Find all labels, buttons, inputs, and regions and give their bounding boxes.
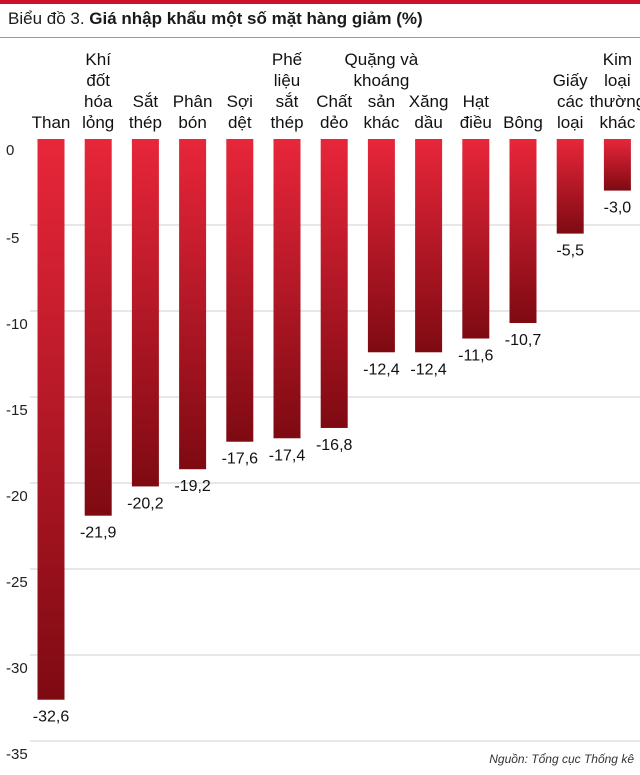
bar bbox=[179, 139, 207, 470]
category-label: dẻo bbox=[320, 113, 348, 132]
category-label: loại bbox=[557, 113, 583, 132]
y-tick-label: 0 bbox=[6, 142, 14, 159]
category-label: Sợi bbox=[227, 92, 253, 111]
category-label: Than bbox=[32, 113, 71, 132]
y-tick-label: -5 bbox=[6, 230, 19, 247]
bar bbox=[37, 139, 65, 700]
y-tick-label: -20 bbox=[6, 488, 28, 505]
top-accent-bar bbox=[0, 0, 640, 4]
title-divider bbox=[0, 37, 640, 38]
data-label: -17,4 bbox=[269, 447, 306, 464]
category-label: dầu bbox=[414, 113, 442, 132]
category-label: Chất bbox=[316, 92, 352, 111]
category-label: các bbox=[557, 92, 584, 111]
category-label: thép bbox=[129, 113, 162, 132]
data-label: -12,4 bbox=[410, 361, 447, 378]
bar bbox=[367, 139, 395, 353]
data-label: -12,4 bbox=[363, 361, 400, 378]
data-label: -32,6 bbox=[33, 709, 70, 726]
bar bbox=[131, 139, 159, 487]
category-label: Quặng và bbox=[345, 50, 419, 69]
bar bbox=[462, 139, 490, 339]
bar bbox=[603, 139, 631, 191]
data-label: -19,2 bbox=[174, 478, 211, 495]
bar bbox=[415, 139, 443, 353]
category-label: thường bbox=[590, 92, 640, 111]
bar bbox=[226, 139, 254, 442]
category-label: điều bbox=[460, 113, 492, 132]
data-label: -21,9 bbox=[80, 525, 117, 542]
y-tick-label: -25 bbox=[6, 574, 28, 591]
y-tick-label: -15 bbox=[6, 402, 28, 419]
category-label: Giấy bbox=[553, 71, 588, 90]
category-label: khác bbox=[363, 113, 399, 132]
category-label: Bông bbox=[503, 113, 543, 132]
bar bbox=[320, 139, 348, 428]
category-label: hóa bbox=[84, 92, 113, 111]
data-label: -16,8 bbox=[316, 437, 353, 454]
data-label: -17,6 bbox=[222, 451, 259, 468]
bar bbox=[556, 139, 584, 234]
category-label: Phế bbox=[272, 50, 303, 69]
category-label: Kim bbox=[603, 50, 632, 69]
category-label: sắt bbox=[276, 92, 299, 111]
category-label: đốt bbox=[86, 71, 110, 90]
category-label: khác bbox=[599, 113, 635, 132]
category-label: Khí bbox=[85, 50, 111, 69]
chart-title: Biểu đồ 3. Giá nhập khẩu một số mặt hàng… bbox=[8, 9, 423, 29]
category-label: Xăng bbox=[409, 92, 449, 111]
category-label: sản bbox=[368, 92, 395, 111]
bar bbox=[84, 139, 112, 516]
y-tick-label: -35 bbox=[6, 746, 28, 763]
category-label: loại bbox=[604, 71, 630, 90]
category-label: thép bbox=[270, 113, 303, 132]
y-tick-label: -30 bbox=[6, 660, 28, 677]
category-label: Sắt bbox=[133, 92, 159, 111]
data-label: -10,7 bbox=[505, 332, 542, 349]
chart-title-prefix: Biểu đồ 3. bbox=[8, 9, 90, 28]
category-label: dệt bbox=[228, 113, 252, 132]
bar bbox=[273, 139, 301, 439]
data-label: -3,0 bbox=[604, 200, 632, 217]
category-label: liệu bbox=[274, 71, 300, 90]
data-label: -5,5 bbox=[556, 243, 584, 260]
category-label: Hạt bbox=[463, 92, 490, 111]
category-label: Phân bbox=[173, 92, 213, 111]
category-label: lỏng bbox=[82, 113, 114, 132]
bar bbox=[509, 139, 537, 324]
y-tick-label: -10 bbox=[6, 316, 28, 333]
data-label: -11,6 bbox=[458, 348, 493, 365]
category-label: khoáng bbox=[354, 71, 410, 90]
category-label: bón bbox=[178, 113, 206, 132]
data-label: -20,2 bbox=[127, 495, 164, 512]
chart-title-main: Giá nhập khẩu một số mặt hàng giảm (%) bbox=[89, 9, 423, 28]
source-note: Nguồn: Tổng cục Thống kê bbox=[489, 752, 634, 766]
